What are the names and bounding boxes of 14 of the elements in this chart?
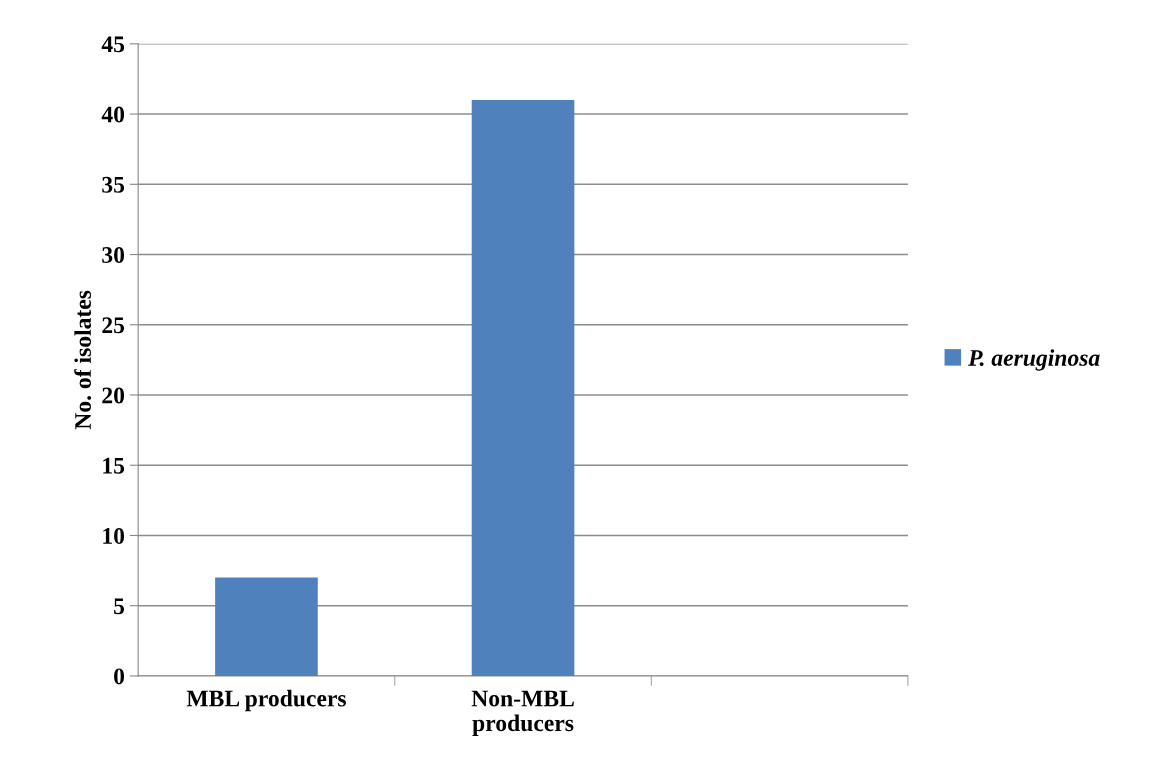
y-tick-label: 35 (102, 176, 125, 193)
y-tick-label: 40 (101, 106, 125, 123)
y-axis-title: No. of isolates (74, 290, 92, 430)
y-tick-label: 30 (102, 247, 125, 263)
y-tick-label: 45 (101, 36, 125, 53)
y-tick-label: 5 (114, 598, 125, 615)
legend-label: P. aeruginosa (968, 349, 1100, 371)
y-tick-label: 0 (114, 668, 125, 685)
y-tick-label: 20 (102, 387, 125, 404)
x-tick-label: Non-MBL producers (471, 690, 574, 736)
y-tick-label: 10 (103, 527, 125, 544)
y-tick-label: 15 (103, 457, 125, 474)
y-tick-label: 25 (102, 317, 125, 334)
x-tick-label: MBL producers (186, 689, 347, 712)
